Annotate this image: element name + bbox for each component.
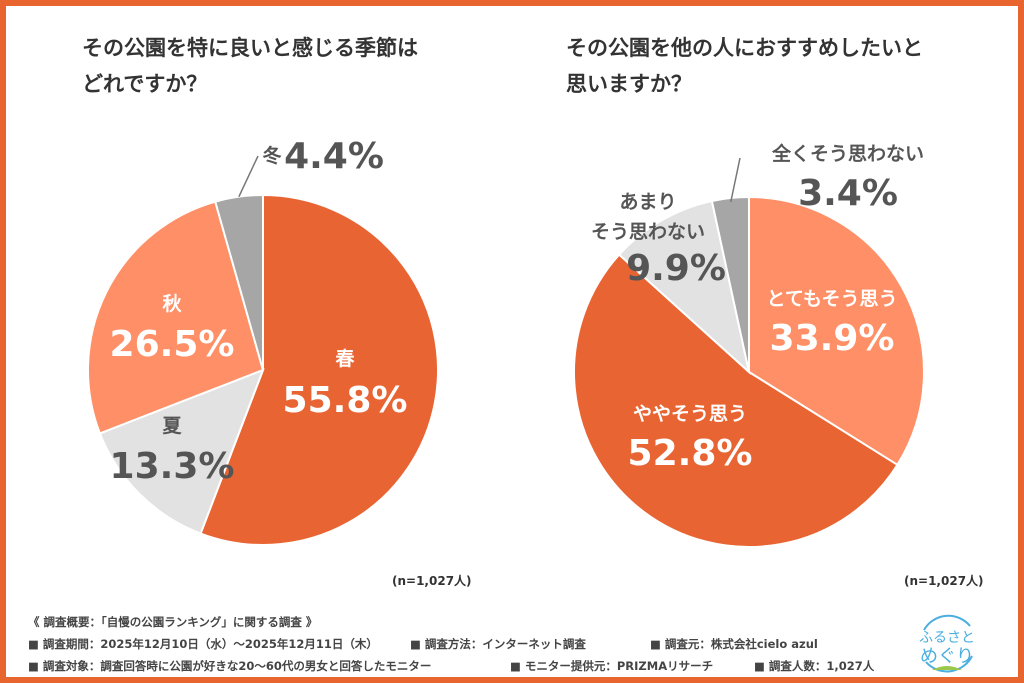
pie-slice bbox=[98, 368, 265, 535]
pie-slice bbox=[573, 253, 899, 548]
pie-slice bbox=[87, 200, 265, 435]
title-line: 思いますか？ bbox=[566, 72, 692, 96]
slice-label: 秋 bbox=[162, 292, 182, 315]
survey-source: ■ 調査元：株式会社cielo azul bbox=[650, 637, 818, 651]
right-chart-title: その公園を他の人におすすめしたいと 思いますか？ bbox=[566, 30, 923, 102]
slice-value: 26.5% bbox=[110, 324, 235, 365]
slice-value: 4.4% bbox=[284, 136, 384, 177]
pie-slice bbox=[748, 195, 925, 467]
footer-row-2: ■ 調査対象：調査回答時に公園が好きな20～60代の男女と回答したモニター ■ … bbox=[28, 658, 908, 674]
left-chart-title: その公園を特に良いと感じる季節は どれですか？ bbox=[82, 30, 418, 102]
furusato-meguri-logo: ふるさと めぐり bbox=[912, 608, 982, 678]
slice-label: 春 bbox=[335, 347, 354, 370]
footer-heading: 《 調査概要：「自慢の公園ランキング」に関する調査 》 bbox=[28, 615, 318, 629]
survey-target: ■ 調査対象：調査回答時に公園が好きな20～60代の男女と回答したモニター bbox=[28, 659, 432, 673]
pie-slice bbox=[213, 193, 264, 371]
svg-text:ふるさと: ふるさと bbox=[919, 630, 975, 646]
slice-value: 3.4% bbox=[798, 173, 898, 214]
left-sample-size: (n=1,027人) bbox=[392, 574, 472, 588]
title-line: その公園を他の人におすすめしたいと bbox=[566, 36, 923, 60]
slice-label: 夏 bbox=[162, 415, 182, 437]
slice-label: そう思わない bbox=[591, 221, 705, 243]
slice-value: 9.9% bbox=[626, 248, 726, 289]
slice-value: 55.8% bbox=[283, 380, 408, 421]
pie-slice bbox=[199, 193, 439, 546]
slice-label: 全くそう思わない bbox=[771, 142, 924, 165]
survey-method: ■ 調査方法：インターネット調査 bbox=[410, 637, 586, 651]
leader-line bbox=[238, 155, 259, 197]
slice-label: 冬 bbox=[262, 144, 281, 167]
slice-label: ややそう思う bbox=[633, 403, 747, 425]
title-line: どれですか？ bbox=[82, 72, 208, 96]
pie-slice bbox=[617, 199, 751, 375]
monitor-provider: ■ モニター提供元：PRIZMAリサーチ bbox=[510, 659, 714, 673]
survey-count: ■ 調査人数：1,027人 bbox=[754, 659, 875, 673]
title-line: その公園を特に良いと感じる季節は bbox=[82, 36, 418, 60]
right-sample-size: (n=1,027人) bbox=[904, 574, 984, 588]
slice-value: 33.9% bbox=[770, 318, 895, 359]
pie-slice bbox=[710, 195, 750, 373]
slice-value: 13.3% bbox=[110, 446, 235, 487]
slice-label: とてもそう思う bbox=[766, 288, 897, 310]
slice-value: 52.8% bbox=[628, 433, 753, 474]
survey-period: ■ 調査期間：2025年12月10日（水）～2025年12月11日（木） bbox=[28, 637, 378, 651]
footer-row-1: ■ 調査期間：2025年12月10日（水）～2025年12月11日（木） ■ 調… bbox=[28, 636, 908, 652]
leader-line bbox=[730, 157, 741, 203]
svg-text:めぐり: めぐり bbox=[920, 646, 974, 667]
slice-label: あまり bbox=[619, 191, 676, 213]
